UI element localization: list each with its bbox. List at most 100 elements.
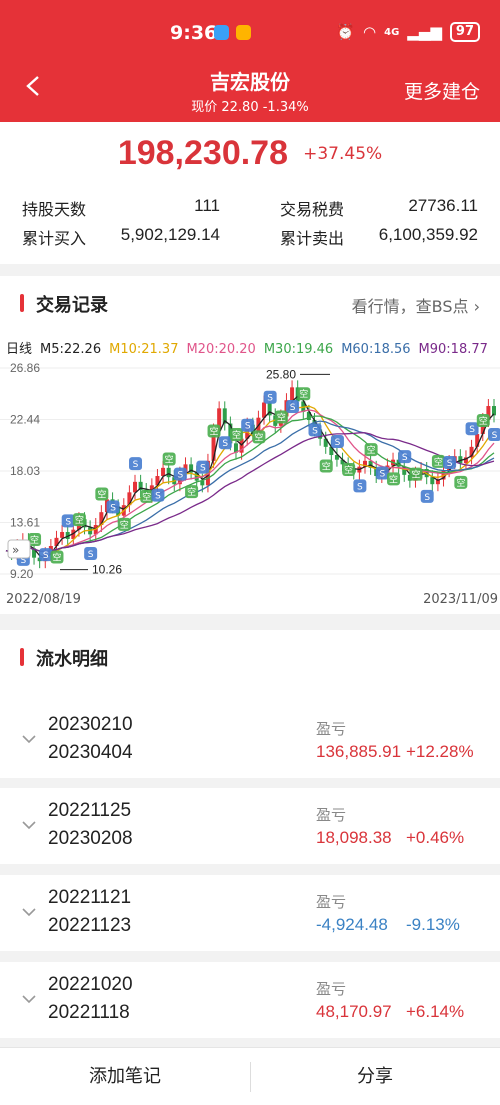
expand-chart-icon-glyph: » bbox=[12, 543, 19, 557]
flow-pl-pct: +0.46% bbox=[406, 828, 465, 847]
trade-marker-label: S bbox=[267, 394, 273, 404]
flow-pl-label: 盈亏 bbox=[316, 893, 347, 911]
trade-marker bbox=[151, 488, 165, 502]
candle-body bbox=[368, 460, 373, 468]
trade-marker bbox=[387, 472, 401, 486]
trade-marker-label: S bbox=[312, 426, 318, 436]
y-tick-label: 22.44 bbox=[10, 413, 40, 427]
flow-pl-label: 盈亏 bbox=[316, 720, 347, 738]
page-title: 吉宏股份 bbox=[210, 70, 290, 94]
candle-body bbox=[211, 430, 216, 461]
trade-marker bbox=[476, 414, 490, 428]
trade-marker bbox=[443, 456, 457, 470]
trade-marker bbox=[409, 467, 423, 481]
candle-body bbox=[32, 548, 37, 558]
trade-marker bbox=[50, 550, 64, 564]
signal-label: 4G bbox=[384, 26, 400, 38]
flow-item[interactable]: 20221125 20230208 盈亏 18,098.38 +0.46% bbox=[0, 788, 500, 864]
trade-marker-label: S bbox=[178, 471, 184, 481]
trade-marker bbox=[353, 479, 367, 493]
candle-body bbox=[402, 466, 407, 475]
trade-marker bbox=[488, 428, 500, 442]
trade-marker bbox=[465, 422, 479, 436]
flow-pl-value: 48,170.97 bbox=[316, 1002, 392, 1021]
trade-marker-label: 空 bbox=[210, 426, 219, 438]
trade-marker bbox=[364, 443, 378, 457]
chevron-down-icon[interactable] bbox=[22, 732, 36, 746]
trade-marker-label: 空 bbox=[232, 429, 241, 441]
low-label: 10.26 bbox=[92, 563, 122, 577]
stat-label-total-sell: 累计卖出 bbox=[280, 229, 345, 248]
trade-marker-label: S bbox=[133, 460, 139, 470]
total-profit-value: 198,230.78 bbox=[117, 134, 288, 172]
status-bar: 9:36 ⏰ ◠ 4G ▂▄▆ 97 bbox=[0, 0, 500, 64]
candle-body bbox=[435, 479, 440, 485]
candle-body bbox=[71, 529, 76, 540]
trade-marker-label: S bbox=[402, 453, 408, 463]
trade-marker-label: 空 bbox=[389, 473, 398, 485]
trade-marker-label: S bbox=[357, 482, 363, 492]
share-button[interactable]: 分享 bbox=[357, 1066, 393, 1087]
trade-marker-label: S bbox=[290, 403, 296, 413]
status-icons: ⏰ ◠ 4G ▂▄▆ 97 bbox=[336, 22, 480, 42]
trade-marker bbox=[28, 533, 42, 547]
ma-legend-item: M20:20.20 bbox=[186, 342, 256, 357]
flow-item[interactable]: 20230210 20230404 盈亏 136,885.91 +12.28% bbox=[0, 702, 500, 778]
trade-marker bbox=[420, 489, 434, 503]
chart-date-start: 2022/08/19 bbox=[6, 592, 81, 607]
candle-body bbox=[54, 537, 59, 547]
flow-pl-pct: +6.14% bbox=[406, 1002, 465, 1021]
candle-body bbox=[396, 459, 401, 467]
trade-marker bbox=[129, 457, 143, 471]
flow-pl-value: -4,924.48 bbox=[316, 915, 388, 934]
flow-item[interactable]: 20221020 20221118 盈亏 48,170.97 +6.14% bbox=[0, 962, 500, 1038]
trade-marker-label: 空 bbox=[52, 552, 61, 564]
flow-pl-pct: +12.28% bbox=[406, 742, 474, 761]
more-build-button[interactable]: 更多建仓 bbox=[403, 81, 480, 103]
top-bar: 9:36 ⏰ ◠ 4G ▂▄▆ 97 吉宏股份 现价 22.80 -1.34% … bbox=[0, 0, 500, 122]
flow-pl-label: 盈亏 bbox=[316, 980, 347, 998]
trade-marker-label: 空 bbox=[97, 489, 106, 501]
trade-marker bbox=[297, 387, 311, 401]
trade-marker-label: 空 bbox=[120, 519, 129, 531]
ma-legend-item: M10:21.37 bbox=[109, 342, 179, 357]
add-note-button[interactable]: 添加笔记 bbox=[89, 1066, 161, 1087]
trade-marker-label: S bbox=[20, 556, 26, 566]
trade-marker-label: 空 bbox=[456, 477, 465, 489]
ma-legend-item: M5:22.26 bbox=[40, 342, 102, 357]
flow-item[interactable]: 20221121 20221123 盈亏 -4,924.48 -9.13% bbox=[0, 875, 500, 951]
view-quotes-link[interactable]: 看行情，查BS点 › bbox=[352, 293, 480, 317]
trade-marker-label: S bbox=[245, 422, 251, 432]
candle-body bbox=[217, 408, 222, 431]
chevron-down-icon[interactable] bbox=[22, 818, 36, 832]
trade-marker-label: 空 bbox=[367, 444, 376, 456]
trade-record-section: 交易记录 看行情，查BS点 › 日线 M5:22.26 M10:21.37 M20:2… bbox=[0, 276, 500, 614]
flow-detail-title: 流水明细 bbox=[36, 649, 108, 670]
flow-start-date: 20221121 bbox=[48, 887, 132, 908]
back-arrow-icon[interactable] bbox=[24, 76, 44, 96]
candle-body bbox=[463, 457, 468, 464]
trade-marker bbox=[218, 436, 232, 450]
stat-label-hold-days: 持股天数 bbox=[22, 200, 87, 219]
trade-marker-label: S bbox=[110, 503, 116, 513]
trade-marker bbox=[61, 514, 75, 528]
position-summary: 198,230.78 +37.45% 持股天数 111 交易税费 27736.1… bbox=[0, 122, 500, 264]
flow-end-date: 20230404 bbox=[48, 742, 133, 763]
ma-legend-item: 日线 bbox=[6, 342, 33, 357]
candle-body bbox=[334, 455, 339, 460]
chevron-down-icon[interactable] bbox=[22, 905, 36, 919]
trade-marker-label: 空 bbox=[322, 461, 331, 473]
trade-marker bbox=[140, 489, 154, 503]
candle-body bbox=[189, 464, 194, 473]
total-profit-pct: +37.45% bbox=[303, 143, 383, 164]
trade-marker-label: 空 bbox=[479, 415, 488, 427]
chevron-down-icon[interactable] bbox=[22, 992, 36, 1006]
ma-legend-item: M60:18.56 bbox=[341, 342, 411, 357]
ma-line bbox=[5, 432, 495, 553]
candle-body bbox=[166, 467, 171, 478]
trade-marker-label: S bbox=[200, 464, 206, 474]
chevron-right-icon: › bbox=[473, 297, 480, 316]
trade-marker bbox=[398, 450, 412, 464]
candle-body bbox=[441, 470, 446, 480]
